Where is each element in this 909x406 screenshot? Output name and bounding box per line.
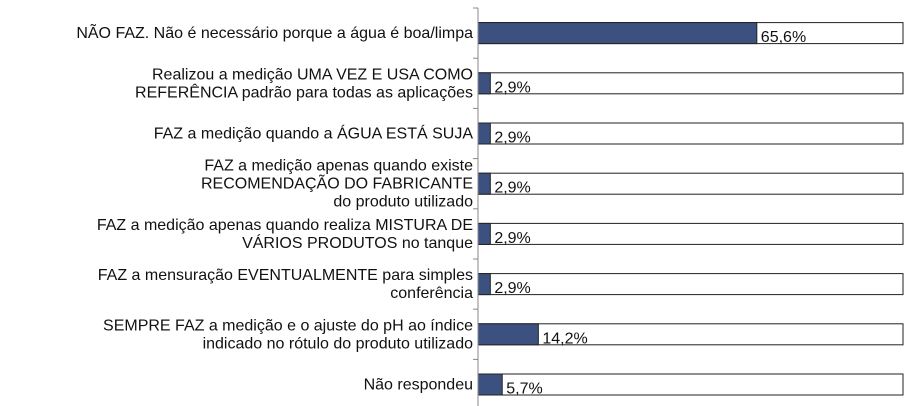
bar	[477, 222, 491, 245]
value-label: 2,9%	[494, 280, 530, 297]
category-label: FAZ a medição apenas quando realiza MIST…	[97, 217, 473, 252]
bar-background	[477, 222, 904, 245]
value-label: 2,9%	[494, 180, 530, 197]
bar-background	[477, 172, 904, 195]
value-label: 2,9%	[494, 230, 530, 247]
category-label: FAZ a medição apenas quando existe RECOME…	[201, 158, 473, 211]
value-label: 65,6%	[761, 29, 806, 46]
bar-background	[477, 273, 904, 296]
bar	[477, 122, 491, 145]
bar	[477, 172, 491, 195]
value-label: 2,9%	[494, 79, 530, 96]
value-label: 5,7%	[506, 381, 542, 398]
category-label: Realizou a medição UMA VEZ E USA COMO REF…	[135, 66, 473, 101]
bar	[477, 323, 539, 346]
value-label: 2,9%	[494, 130, 530, 147]
bar-background	[477, 72, 904, 95]
category-label: NÃO FAZ. Não é necessário porque a água …	[76, 22, 473, 42]
category-label: SEMPRE FAZ a medição e o ajuste do pH ao…	[103, 317, 473, 352]
bar	[477, 273, 491, 296]
bar	[477, 373, 503, 396]
category-label: FAZ a mensuração EVENTUALMENTE para simp…	[98, 267, 473, 302]
bar	[477, 72, 491, 95]
bar-background	[477, 122, 904, 145]
category-label: FAZ a medição quando a ÁGUA ESTÁ SUJA	[154, 124, 474, 143]
category-label: Não respondeu	[364, 377, 473, 394]
bar	[477, 22, 758, 45]
value-label: 14,2%	[542, 330, 587, 347]
